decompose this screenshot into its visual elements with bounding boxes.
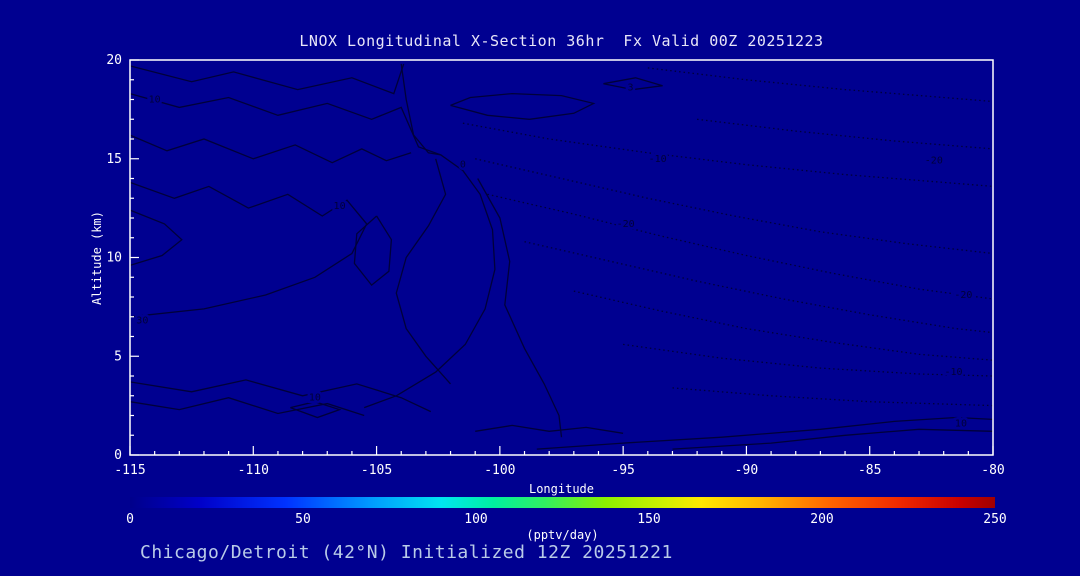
x-tick-label: -100 — [484, 463, 515, 478]
colorbar-tick-label: 200 — [810, 512, 834, 527]
contour-line — [129, 181, 368, 318]
contour-line — [647, 67, 994, 103]
contour-label: -10 — [945, 367, 963, 378]
contour-line — [672, 428, 994, 450]
contour-line — [353, 215, 393, 287]
contour-line — [363, 154, 496, 409]
colorbar-tick-label: 50 — [295, 512, 311, 527]
x-tick-label: -115 — [114, 463, 145, 478]
contour-line — [129, 379, 432, 413]
y-tick-label: 5 — [114, 349, 122, 364]
contour-label: -20 — [925, 156, 943, 167]
chart-subtitle: Chicago/Detroit (42°N) Initialized 12Z 2… — [140, 542, 673, 563]
colorbar-unit-label: (pptv/day) — [526, 528, 599, 542]
contour-line — [475, 424, 624, 434]
colorbar-gradient — [130, 497, 995, 508]
colorbar-tick-label: 150 — [637, 512, 661, 527]
x-tick-label: -110 — [238, 463, 269, 478]
x-axis-label: Longitude — [528, 482, 595, 496]
chart-title: LNOX Longitudinal X-Section 36hr Fx Vali… — [299, 32, 824, 50]
contour-label: -10 — [649, 154, 667, 165]
contour-line — [395, 158, 451, 385]
contour-line — [462, 122, 994, 188]
contour-line — [450, 92, 596, 120]
contour-line — [623, 343, 994, 377]
contour-line — [536, 416, 994, 450]
contour-line — [477, 178, 563, 438]
colorbar-tick-label: 250 — [983, 512, 1007, 527]
x-tick-label: -85 — [858, 463, 881, 478]
colorbar-tick-label: 100 — [464, 512, 488, 527]
contour-line — [290, 401, 342, 419]
plot-frame — [129, 59, 994, 456]
contour-line — [672, 387, 994, 407]
y-tick-label: 15 — [106, 152, 122, 167]
y-tick-label: 0 — [114, 448, 122, 463]
contour-label: 30 — [136, 316, 148, 327]
x-tick-label: -105 — [361, 463, 392, 478]
contour-line — [129, 397, 365, 417]
contour-line — [129, 209, 183, 267]
x-tick-label: -90 — [735, 463, 758, 478]
contour-label: -20 — [617, 219, 635, 230]
contour-line — [129, 92, 441, 156]
x-tick-label: -95 — [611, 463, 634, 478]
contour-line — [524, 241, 994, 334]
y-tick-label: 10 — [106, 251, 122, 266]
y-tick-label: 20 — [106, 53, 122, 68]
contour-label: 3 — [628, 83, 634, 94]
colorbar-tick-labels: 0 50 100 150 200 250 — [126, 512, 1007, 527]
colorbar-tick-label: 0 — [126, 512, 134, 527]
contour-label: 0 — [460, 160, 466, 171]
contour-line — [697, 118, 994, 150]
contour-line — [475, 158, 994, 255]
contour-label: 10 — [955, 418, 967, 429]
contour-line — [129, 63, 405, 95]
contour-line — [603, 77, 663, 91]
contour-label: 10 — [309, 393, 321, 404]
contour-label: 10 — [334, 201, 346, 212]
contour-label: -20 — [954, 290, 972, 301]
contour-line — [487, 193, 994, 300]
x-tick-label: -80 — [981, 463, 1004, 478]
contour-line — [400, 63, 441, 156]
contour-label: 10 — [149, 95, 161, 106]
contour-line — [573, 290, 994, 361]
contour-line — [129, 134, 412, 164]
